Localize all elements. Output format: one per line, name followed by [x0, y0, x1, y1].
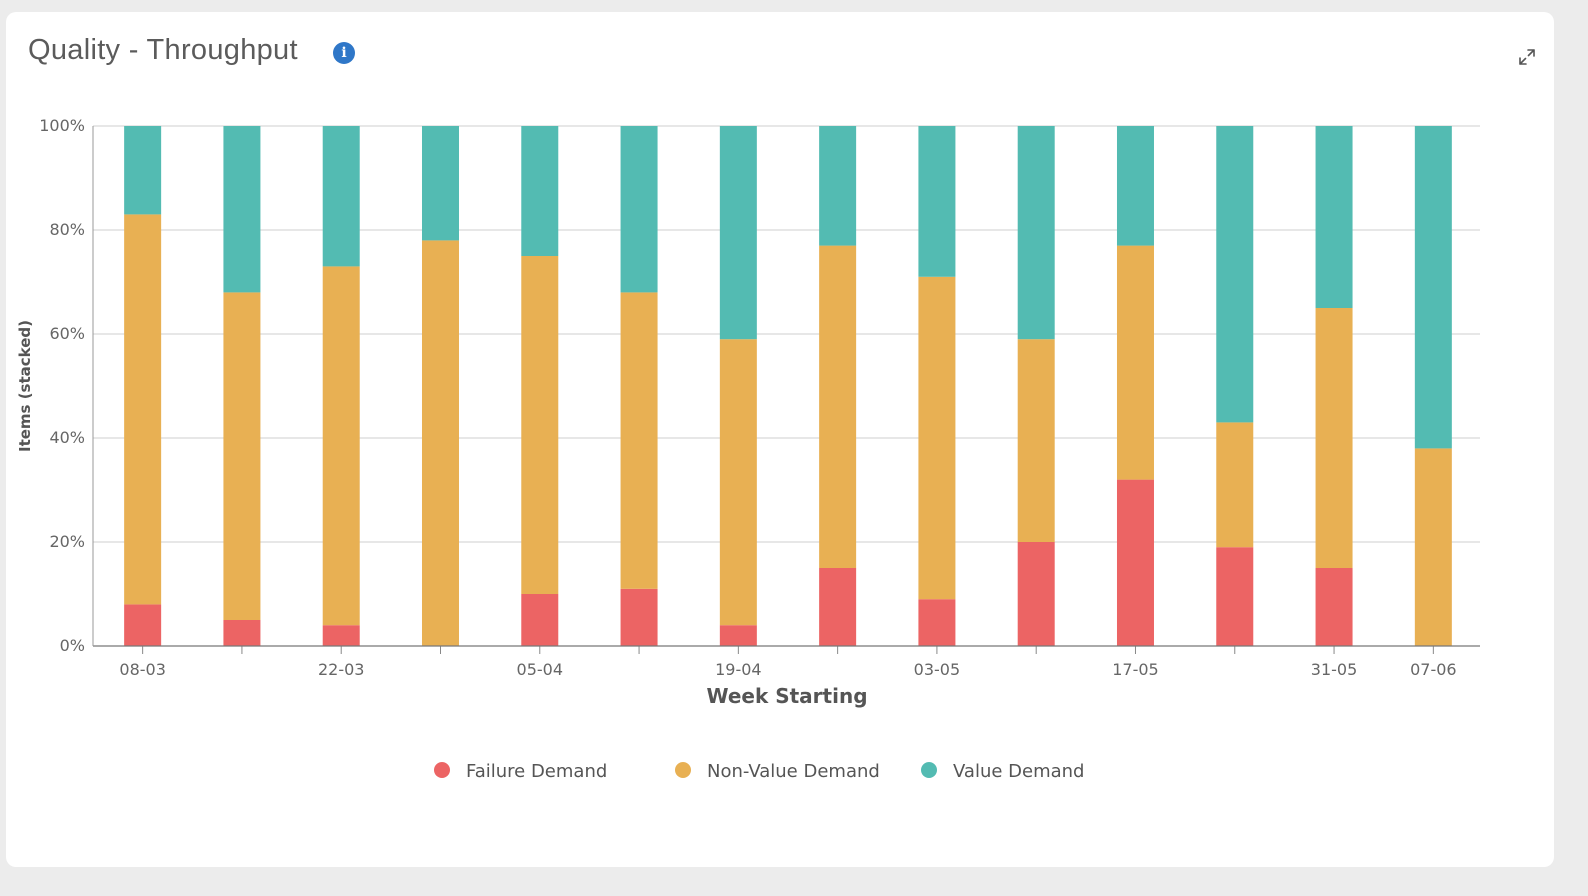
bar-failure-demand	[620, 588, 658, 646]
chart-card: Quality - Throughput i	[6, 12, 1554, 867]
x-tick-label: 08-03	[119, 660, 166, 679]
bar-failure-demand	[1315, 568, 1353, 646]
y-tick-label: 100%	[39, 116, 85, 135]
bar-non-value-demand	[1315, 308, 1353, 568]
bar-non-value-demand	[620, 292, 658, 589]
bar-value-demand	[719, 126, 757, 340]
bar-non-value-demand	[1017, 339, 1055, 542]
bar-value-demand	[223, 126, 261, 293]
bar-value-demand	[521, 126, 559, 256]
legend-label: Failure Demand	[466, 761, 607, 782]
bar-non-value-demand	[322, 266, 360, 626]
y-tick-label: 0%	[60, 636, 85, 655]
card-title: Quality - Throughput	[28, 34, 298, 66]
bar-value-demand	[421, 126, 459, 241]
bar-non-value-demand	[819, 245, 857, 568]
x-tick-label: 19-04	[715, 660, 762, 679]
y-tick-label: 40%	[49, 428, 85, 447]
bar-failure-demand	[521, 594, 559, 646]
bar-failure-demand	[1116, 479, 1154, 646]
x-tick-label: 22-03	[318, 660, 365, 679]
y-tick-label: 80%	[49, 220, 85, 239]
bar-non-value-demand	[1414, 448, 1452, 646]
bar-failure-demand	[918, 599, 956, 646]
bar-value-demand	[918, 126, 956, 277]
x-tick-label: 17-05	[1112, 660, 1159, 679]
bar-non-value-demand	[421, 240, 459, 646]
legend-swatch	[675, 762, 691, 778]
bar-failure-demand	[223, 620, 261, 646]
bar-failure-demand	[719, 625, 757, 646]
y-tick-label: 20%	[49, 532, 85, 551]
bar-value-demand	[620, 126, 658, 293]
bar-value-demand	[322, 126, 360, 267]
bar-value-demand	[819, 126, 857, 246]
x-tick-label: 07-06	[1410, 660, 1457, 679]
x-axis-title: Week Starting	[706, 684, 867, 708]
bar-failure-demand	[124, 604, 162, 646]
info-icon[interactable]: i	[333, 42, 355, 64]
expand-icon[interactable]	[1518, 48, 1536, 66]
bar-failure-demand	[819, 568, 857, 646]
x-tick-label: 31-05	[1311, 660, 1358, 679]
bar-value-demand	[1116, 126, 1154, 246]
legend-swatch	[434, 762, 450, 778]
bar-non-value-demand	[719, 339, 757, 626]
legend-label: Value Demand	[953, 761, 1084, 782]
bar-failure-demand	[1216, 547, 1254, 646]
bar-value-demand	[1216, 126, 1254, 423]
bar-value-demand	[1315, 126, 1353, 308]
bar-non-value-demand	[1216, 422, 1254, 548]
bar-failure-demand	[1017, 542, 1055, 646]
bar-non-value-demand	[223, 292, 261, 620]
x-tick-label: 03-05	[914, 660, 961, 679]
y-tick-label: 60%	[49, 324, 85, 343]
legend-swatch	[921, 762, 937, 778]
bar-non-value-demand	[521, 256, 559, 594]
legend-label: Non-Value Demand	[707, 761, 880, 782]
bar-non-value-demand	[124, 214, 162, 605]
bar-non-value-demand	[918, 276, 956, 600]
bar-non-value-demand	[1116, 245, 1154, 480]
bar-failure-demand	[322, 625, 360, 646]
x-tick-label: 05-04	[517, 660, 564, 679]
y-axis-title: Items (stacked)	[16, 320, 34, 452]
bar-value-demand	[124, 126, 162, 215]
bar-value-demand	[1017, 126, 1055, 340]
bar-value-demand	[1414, 126, 1452, 449]
